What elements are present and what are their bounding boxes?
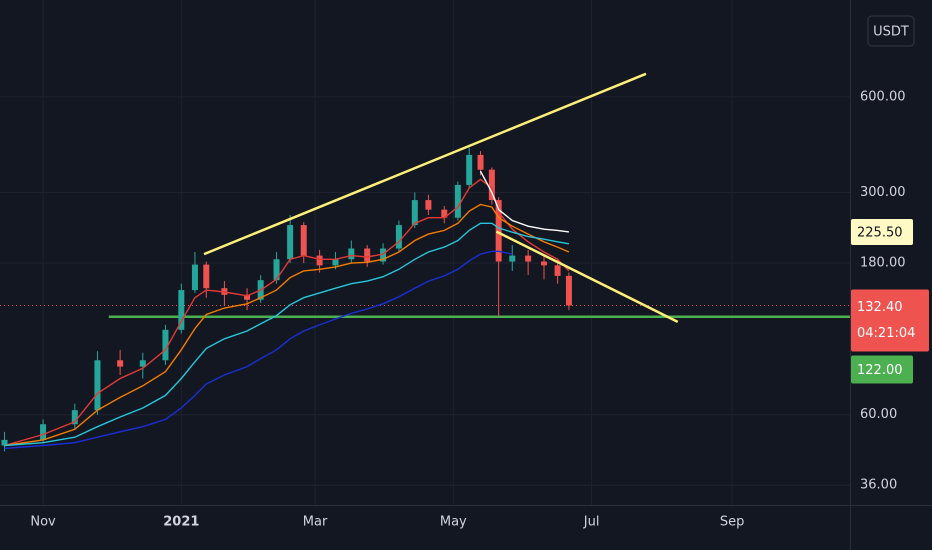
moving-average	[479, 170, 569, 233]
grid	[0, 0, 850, 505]
candle-body	[139, 360, 146, 367]
y-tick-label: 300.00	[860, 185, 906, 200]
candle-body	[488, 169, 495, 201]
currency-badge[interactable]	[867, 15, 915, 47]
trend-line	[203, 72, 647, 256]
ma-price-label: 225.50	[857, 225, 903, 240]
candle-body	[1, 439, 8, 446]
candle-body	[565, 275, 572, 306]
candle-body	[525, 255, 532, 262]
candle-body	[273, 259, 280, 281]
trend-line	[495, 230, 679, 323]
candle-body	[178, 290, 185, 330]
ma-price-box	[851, 218, 913, 245]
x-tick-label: Jul	[583, 515, 600, 530]
moving-average	[4, 178, 570, 447]
last-price-label: 132.40	[857, 300, 903, 315]
candle-body	[203, 264, 210, 289]
candle-body	[191, 264, 198, 291]
moving-average	[4, 222, 570, 447]
x-tick-label: Nov	[30, 515, 56, 530]
candle-body	[94, 360, 101, 411]
candle-body	[554, 265, 561, 276]
x-tick-label: Sep	[720, 515, 745, 530]
countdown-label: 04:21:04	[857, 326, 915, 341]
candle-body	[162, 329, 169, 361]
candle-body	[71, 410, 78, 425]
candle-body	[495, 200, 502, 262]
candle-body	[364, 248, 371, 262]
x-tick-label: May	[440, 515, 467, 530]
currency-label: USDT	[873, 25, 909, 40]
candle-body	[244, 294, 251, 300]
x-tick-label: Mar	[303, 515, 328, 530]
candle-body	[454, 184, 461, 218]
candle-body	[395, 225, 402, 249]
candle-body	[466, 154, 473, 185]
candle-body	[348, 248, 355, 260]
candle-body	[287, 225, 294, 260]
y-tick-label: 180.00	[860, 256, 906, 271]
support-price-label: 122.00	[857, 363, 903, 378]
y-tick-label: 600.00	[860, 89, 906, 104]
candle-body	[40, 424, 47, 440]
candle-body	[380, 248, 387, 262]
candle-body	[509, 255, 516, 262]
candle-body	[332, 259, 339, 266]
candle-body	[425, 200, 432, 210]
candle-body	[316, 255, 323, 266]
axes: 36.00 60.00 180.00 300.00 600.00 Nov 2021 Mar Ma…	[30, 89, 929, 530]
moving-average	[4, 203, 570, 447]
support-price-box	[851, 355, 913, 384]
candle-body	[541, 261, 547, 266]
candle-body	[117, 360, 124, 367]
candle-body	[300, 225, 307, 256]
plot	[0, 72, 850, 452]
candle-body	[411, 200, 418, 226]
x-tick-label: 2021	[163, 515, 199, 530]
candle-body	[477, 154, 484, 170]
last-price-box	[851, 289, 929, 352]
moving-average	[4, 250, 513, 450]
y-tick-label: 36.00	[860, 478, 897, 493]
candle-body	[441, 209, 448, 218]
y-tick-label: 60.00	[860, 407, 897, 422]
